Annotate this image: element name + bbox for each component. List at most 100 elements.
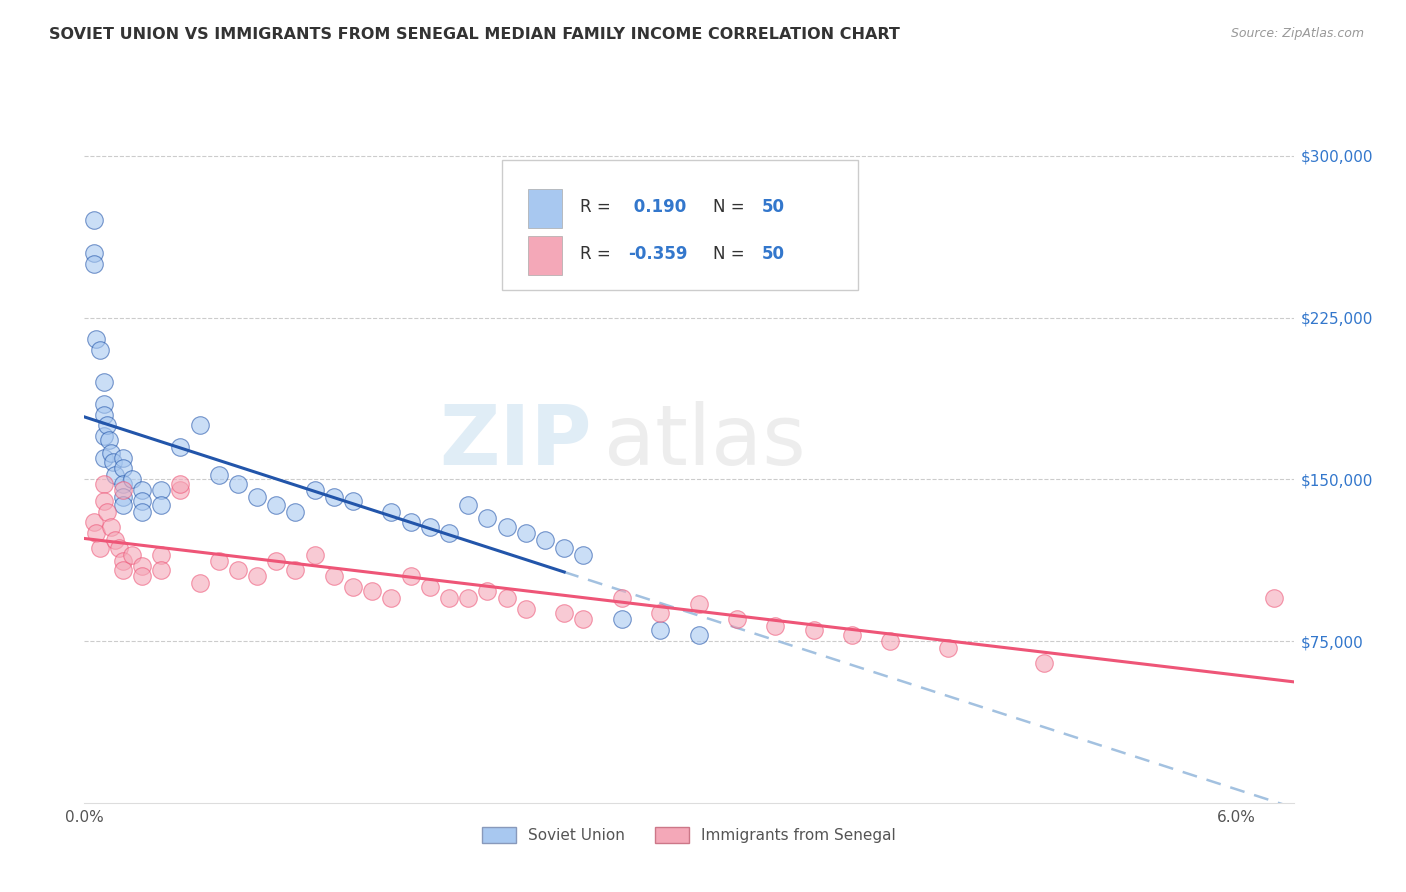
- Point: [399, 569, 422, 583]
- Point: [131, 483, 153, 497]
- Point: [380, 591, 402, 605]
- Point: [841, 627, 863, 641]
- Point: [96, 418, 118, 433]
- Legend: Soviet Union, Immigrants from Senegal: Soviet Union, Immigrants from Senegal: [475, 821, 903, 849]
- Point: [111, 476, 134, 491]
- Point: [169, 476, 191, 491]
- Point: [93, 493, 115, 508]
- Point: [572, 612, 595, 626]
- Point: [104, 533, 127, 547]
- Point: [131, 505, 153, 519]
- Point: [553, 541, 575, 556]
- Point: [304, 483, 326, 497]
- Point: [419, 580, 441, 594]
- Point: [150, 483, 173, 497]
- Point: [725, 612, 748, 626]
- Point: [246, 569, 269, 583]
- Point: [246, 490, 269, 504]
- Point: [89, 541, 111, 556]
- Text: R =: R =: [581, 244, 616, 262]
- Point: [169, 483, 191, 497]
- FancyBboxPatch shape: [502, 160, 858, 290]
- Point: [284, 563, 307, 577]
- Point: [108, 541, 131, 556]
- Text: ZIP: ZIP: [440, 401, 592, 482]
- Text: -0.359: -0.359: [628, 244, 688, 262]
- Point: [342, 580, 364, 594]
- Point: [111, 554, 134, 568]
- Point: [111, 483, 134, 497]
- Point: [208, 554, 231, 568]
- Point: [495, 520, 517, 534]
- Point: [515, 526, 537, 541]
- Point: [83, 213, 105, 227]
- Point: [98, 434, 121, 448]
- Point: [93, 476, 115, 491]
- Point: [93, 376, 115, 390]
- Text: R =: R =: [581, 198, 616, 216]
- Bar: [529, 189, 562, 228]
- Text: N =: N =: [713, 198, 749, 216]
- Bar: [529, 235, 562, 276]
- Point: [477, 511, 499, 525]
- Point: [84, 332, 107, 346]
- Point: [226, 563, 249, 577]
- Point: [131, 558, 153, 573]
- Point: [419, 520, 441, 534]
- Point: [803, 624, 825, 638]
- Point: [322, 569, 344, 583]
- Point: [322, 490, 344, 504]
- Point: [188, 418, 211, 433]
- Text: 0.190: 0.190: [628, 198, 686, 216]
- Point: [89, 343, 111, 357]
- Point: [101, 455, 124, 469]
- Point: [572, 548, 595, 562]
- Text: atlas: atlas: [605, 401, 806, 482]
- Point: [111, 461, 134, 475]
- Point: [380, 505, 402, 519]
- Point: [100, 446, 122, 460]
- Point: [226, 476, 249, 491]
- Point: [437, 591, 460, 605]
- Point: [688, 627, 710, 641]
- Point: [304, 548, 326, 562]
- Point: [93, 429, 115, 443]
- Point: [688, 598, 710, 612]
- Point: [553, 606, 575, 620]
- Point: [131, 569, 153, 583]
- Point: [93, 408, 115, 422]
- Point: [936, 640, 959, 655]
- Point: [1263, 591, 1285, 605]
- Point: [150, 563, 173, 577]
- Text: 50: 50: [762, 198, 785, 216]
- Point: [342, 493, 364, 508]
- Point: [1033, 656, 1056, 670]
- Point: [121, 548, 143, 562]
- Point: [93, 450, 115, 465]
- Point: [188, 575, 211, 590]
- Point: [169, 440, 191, 454]
- Point: [266, 554, 288, 568]
- Point: [111, 563, 134, 577]
- Text: N =: N =: [713, 244, 749, 262]
- Text: Source: ZipAtlas.com: Source: ZipAtlas.com: [1230, 27, 1364, 40]
- Point: [361, 584, 384, 599]
- Point: [84, 526, 107, 541]
- Point: [515, 601, 537, 615]
- Point: [879, 634, 901, 648]
- Point: [266, 498, 288, 512]
- Text: 50: 50: [762, 244, 785, 262]
- Point: [610, 612, 633, 626]
- Point: [534, 533, 557, 547]
- Point: [111, 498, 134, 512]
- Point: [100, 520, 122, 534]
- Point: [610, 591, 633, 605]
- Point: [477, 584, 499, 599]
- Point: [111, 450, 134, 465]
- Text: SOVIET UNION VS IMMIGRANTS FROM SENEGAL MEDIAN FAMILY INCOME CORRELATION CHART: SOVIET UNION VS IMMIGRANTS FROM SENEGAL …: [49, 27, 900, 42]
- Point: [111, 490, 134, 504]
- Point: [399, 516, 422, 530]
- Point: [83, 245, 105, 260]
- Point: [457, 591, 479, 605]
- Point: [83, 257, 105, 271]
